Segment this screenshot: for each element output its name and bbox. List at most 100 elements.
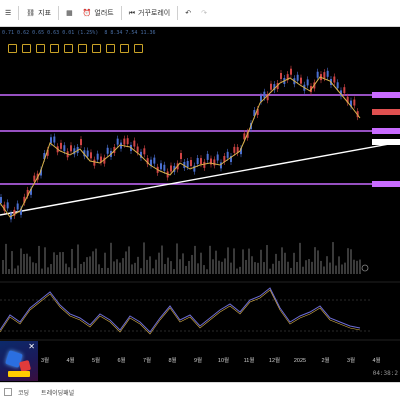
ad-badge xyxy=(8,371,30,377)
volume-bar xyxy=(17,265,19,274)
candle-body xyxy=(340,90,342,97)
menu-button[interactable]: ☰ xyxy=(0,2,16,24)
toolbar-divider xyxy=(58,6,60,20)
candle-body xyxy=(203,161,206,168)
tool-icon[interactable] xyxy=(76,43,88,54)
candle-body xyxy=(163,164,166,171)
candle-body xyxy=(210,158,212,165)
candle-body xyxy=(193,165,196,172)
x-axis-tick-label: 8월 xyxy=(168,356,176,364)
volume-bar xyxy=(35,263,37,274)
volume-bar xyxy=(344,262,346,274)
tab-trading-panel[interactable]: 트레이딩패널 xyxy=(41,389,75,397)
candle-body xyxy=(350,100,352,107)
candle-body xyxy=(133,140,136,147)
toolbar-divider xyxy=(177,6,179,20)
volume-settings-icon xyxy=(361,264,369,272)
candle-body xyxy=(3,204,6,211)
volume-bar xyxy=(14,268,16,274)
x-axis-tick-label: 4월 xyxy=(372,356,380,364)
volume-bar xyxy=(359,259,361,274)
indicator-label: 지표 xyxy=(38,9,52,17)
volume-bar xyxy=(215,250,217,274)
candle-body xyxy=(180,153,182,160)
drawing-tools-row xyxy=(6,43,144,54)
candle-body xyxy=(206,153,209,160)
candle-body xyxy=(290,68,292,75)
candle-body xyxy=(136,146,139,153)
volume-bar xyxy=(119,262,121,274)
volume-bar xyxy=(38,245,40,274)
candle-body xyxy=(103,157,106,164)
volume-bar xyxy=(59,252,61,274)
volume-bar xyxy=(302,266,304,274)
tool-icon[interactable] xyxy=(6,43,18,54)
candle-body xyxy=(50,137,52,144)
volume-bar xyxy=(5,243,7,274)
volume-bar xyxy=(269,268,271,274)
undo-button[interactable]: ↶ xyxy=(180,2,196,24)
volume-bar xyxy=(296,261,298,274)
x-axis-tick-label: 9월 xyxy=(194,356,202,364)
volume-bar xyxy=(212,259,214,274)
volume-bar xyxy=(341,264,343,274)
volume-bar xyxy=(62,252,64,274)
candle-body xyxy=(33,175,36,182)
tool-icon[interactable] xyxy=(20,43,32,54)
checkbox-icon[interactable] xyxy=(4,388,12,396)
volume-bar xyxy=(80,263,82,274)
volume-bar xyxy=(257,262,259,274)
volume-bar xyxy=(305,260,307,274)
candle-body xyxy=(256,109,259,116)
tool-icon[interactable] xyxy=(104,43,116,54)
volume-bar xyxy=(50,264,52,274)
price-axis-tag xyxy=(372,109,400,115)
price-axis-tag xyxy=(372,128,400,134)
redo-button[interactable]: ↷ xyxy=(196,2,212,24)
volume-bar xyxy=(245,259,247,274)
volume-bar xyxy=(239,266,241,274)
candle-body xyxy=(140,151,142,158)
volume-bar xyxy=(353,259,355,274)
tool-icon[interactable] xyxy=(34,43,46,54)
tool-icon[interactable] xyxy=(90,43,102,54)
candle-body xyxy=(336,82,339,89)
candle-body xyxy=(106,147,109,154)
layout-button[interactable]: ▦ xyxy=(61,2,78,24)
toolbar-divider xyxy=(18,6,20,20)
candle-body xyxy=(200,158,202,165)
x-axis-tick-label: 10월 xyxy=(218,356,229,364)
close-icon[interactable]: ✕ xyxy=(28,342,35,351)
tool-icon[interactable] xyxy=(48,43,60,54)
x-axis-tick-label: 3월 xyxy=(347,356,355,364)
tool-icon[interactable] xyxy=(118,43,130,54)
volume-bar xyxy=(128,246,130,274)
advertisement-banner[interactable]: ✕ xyxy=(0,341,38,381)
volume-bar xyxy=(26,253,28,274)
candle-body xyxy=(70,145,72,152)
tab-coding[interactable]: 코딩 xyxy=(18,389,30,397)
candle-body xyxy=(216,154,219,161)
x-axis-tick-label: 5월 xyxy=(92,356,100,364)
alert-button[interactable]: ⏰ 얼러트 xyxy=(78,2,119,24)
volume-bar xyxy=(86,257,88,274)
tool-icon[interactable] xyxy=(132,43,144,54)
candle-body xyxy=(116,138,119,145)
tool-icon[interactable] xyxy=(62,43,74,54)
candle-body xyxy=(73,148,76,155)
volume-bar xyxy=(323,266,325,274)
indicator-legend: 0.71 0.62 0.65 0.63 0.01 (1.25%) 8 8.34 … xyxy=(2,30,156,38)
volume-bar xyxy=(275,253,277,274)
candle-body xyxy=(346,96,349,103)
replay-button[interactable]: ⏮ 거꾸로레이 xyxy=(124,2,176,24)
volume-bar xyxy=(146,259,148,274)
candle-body xyxy=(326,70,329,77)
candle-body xyxy=(196,158,199,165)
volume-bar xyxy=(338,256,340,274)
candle-body xyxy=(30,188,32,195)
volume-bar xyxy=(2,260,4,274)
indicator-button[interactable]: ⛓ 지표 xyxy=(21,2,56,24)
candle-body xyxy=(63,145,66,152)
replay-icon: ⏮ xyxy=(128,8,136,17)
